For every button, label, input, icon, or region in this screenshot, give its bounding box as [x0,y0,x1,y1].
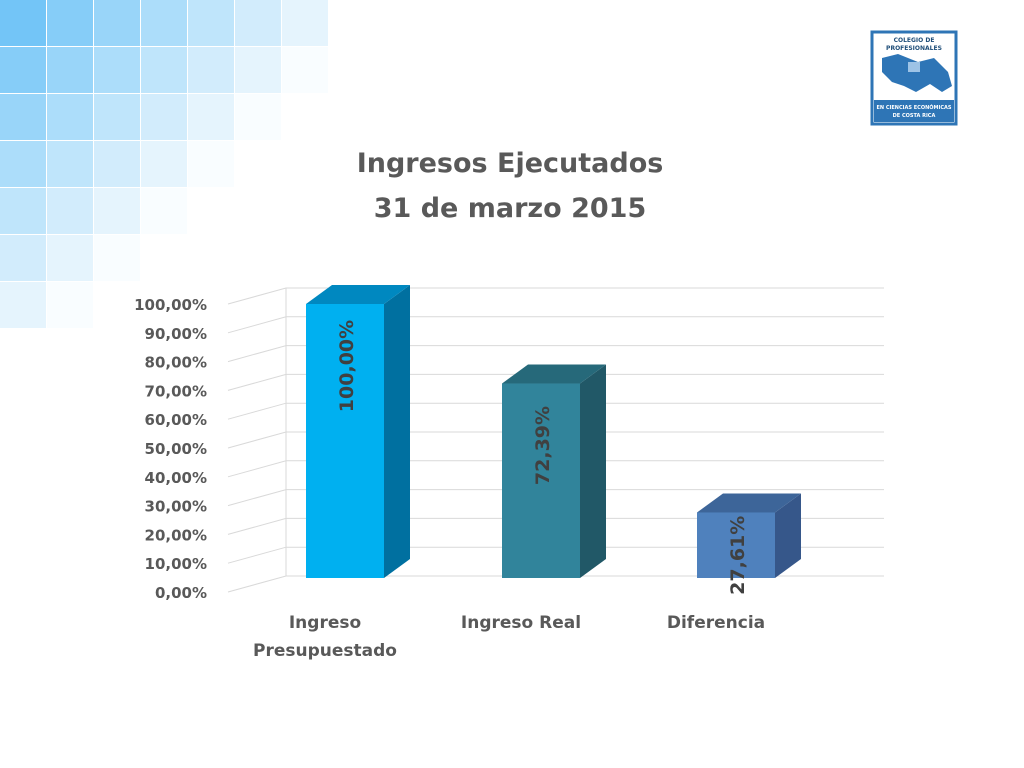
y-tick-label: 70,00% [145,382,207,400]
bars: 100,00% 72,39% 27,61% [306,285,801,595]
data-label: 72,39% [532,406,554,485]
data-label: 27,61% [727,516,749,595]
y-tick-label: 30,00% [145,498,207,516]
chart-title: Ingresos Ejecutados [356,148,664,179]
bar-top [502,364,606,384]
y-tick-label: 20,00% [145,526,207,544]
gridlines [227,287,884,593]
bar-top [306,285,410,304]
bar-2: 72,39% [502,364,606,578]
x-category-label: Ingreso Presupuestado [253,613,397,661]
y-tick-label: 90,00% [145,325,207,343]
svg-text:COLEGIO DE: COLEGIO DE [894,37,935,44]
decorative-mosaic [0,0,330,330]
bar-side [384,285,410,578]
y-tick-label: 100,00% [134,296,207,314]
bar-1: 100,00% [306,285,410,578]
bar-side [775,493,801,578]
svg-text:PROFESIONALES: PROFESIONALES [886,45,942,52]
x-category-label: Diferencia [667,613,765,633]
bar-top [697,493,801,513]
chart-subtitle: 31 de marzo 2015 [373,193,647,224]
bar-front [697,512,775,578]
y-tick-label: 0,00% [155,584,207,602]
x-category-label: Ingreso Real [461,613,581,633]
logo-colegio-icon: COLEGIO DE PROFESIONALES EN CIENCIAS ECO… [870,30,958,126]
y-tick-label: 60,00% [145,411,207,429]
bar-front [502,383,580,578]
x-axis-labels: Ingreso Presupuestado Ingreso Real Diferenc… [253,613,765,661]
y-tick-label: 50,00% [145,440,207,458]
svg-text:DE COSTA RICA: DE COSTA RICA [893,113,936,119]
bar-side [580,364,606,578]
y-tick-label: 80,00% [145,354,207,372]
y-tick-label: 40,00% [145,469,207,487]
data-label: 100,00% [336,320,358,412]
y-axis-ticks: 0,00% 10,00% 20,00% 30,00% 40,00% 50,00% 60,00… [134,296,207,602]
bar-front [306,304,384,578]
gridline [227,575,884,593]
svg-text:EN CIENCIAS ECONÓMICAS: EN CIENCIAS ECONÓMICAS [877,104,952,111]
bar-3: 27,61% [697,493,801,595]
y-tick-label: 10,00% [145,555,207,573]
